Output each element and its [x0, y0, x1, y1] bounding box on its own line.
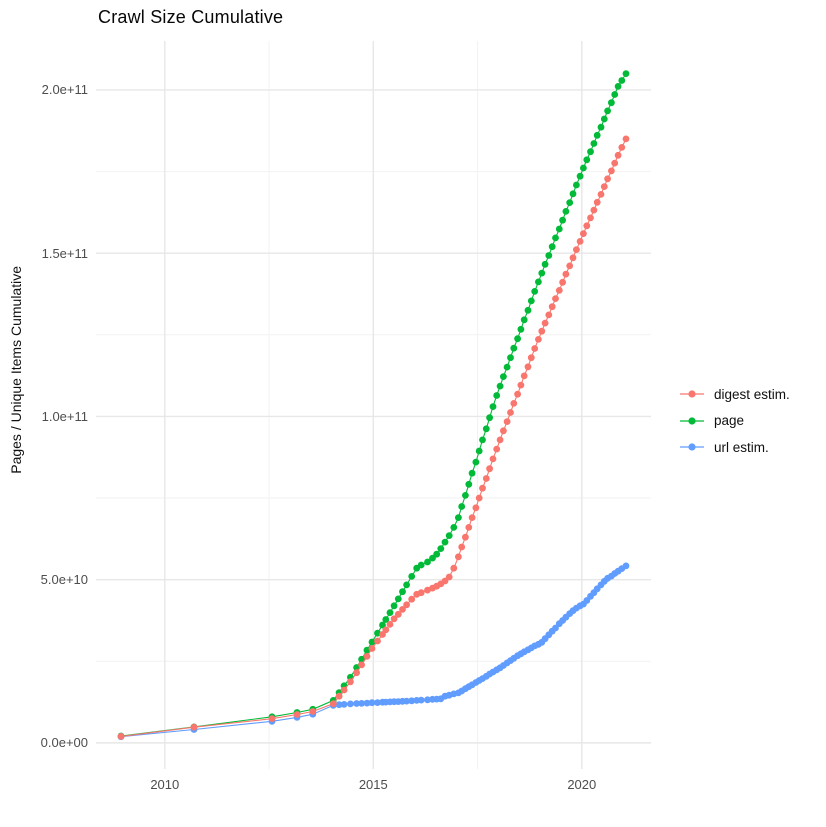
legend: digest estim. page url estim. — [679, 381, 790, 461]
x-tick-label: 2010 — [150, 777, 180, 792]
legend-key-url-estim-icon — [680, 443, 704, 451]
legend-label: url estim. — [714, 439, 769, 455]
legend-key-page-icon — [680, 417, 704, 425]
legend-item-digest-estim: digest estim. — [679, 381, 790, 408]
y-tick-label: 2.0e+11 — [41, 82, 88, 98]
x-tick-label: 2020 — [567, 777, 597, 792]
legend-key-digest-estim-icon — [680, 390, 704, 398]
x-tick-label: 2015 — [358, 777, 388, 792]
series-url-estim — [117, 562, 630, 741]
y-tick-label: 1.5e+11 — [41, 245, 88, 261]
legend-label: page — [714, 413, 745, 429]
y-axis-title: Pages / Unique Items Cumulative — [8, 266, 24, 474]
legend-label: digest estim. — [714, 386, 790, 402]
legend-item-page: page — [679, 408, 790, 435]
series-digest-estim — [117, 135, 630, 740]
y-tick-label: 0.0e+00 — [40, 735, 88, 751]
legend-item-url-estim: url estim. — [679, 434, 790, 461]
y-tick-label: 5.0e+10 — [40, 572, 88, 588]
chart-title: Crawl Size Cumulative — [98, 7, 284, 27]
major-gridlines — [96, 41, 651, 769]
y-tick-label: 1.0e+11 — [41, 408, 88, 424]
